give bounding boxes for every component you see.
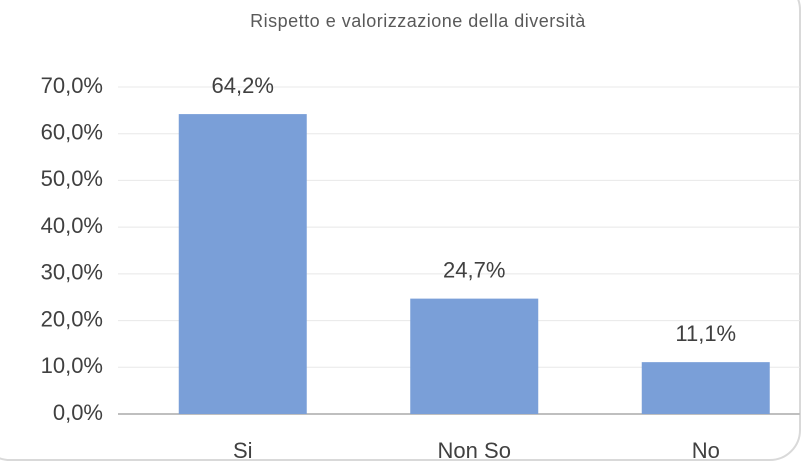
y-tick-label: 20,0% <box>41 306 103 331</box>
data-label: 11,1% <box>675 321 736 346</box>
bar <box>641 362 770 414</box>
data-label: 64,2% <box>212 73 274 98</box>
x-tick-label: Si <box>233 438 253 463</box>
y-tick-label: 60,0% <box>41 120 103 145</box>
x-tick-label: Non So <box>438 438 511 463</box>
y-tick-label: 70,0% <box>41 73 103 98</box>
y-tick-label: 30,0% <box>41 260 103 285</box>
bar <box>410 298 539 414</box>
y-tick-label: 10,0% <box>41 353 103 378</box>
x-tick-label: No <box>692 438 720 463</box>
chart-title: Rispetto e valorizzazione della diversit… <box>250 11 586 31</box>
y-tick-label: 0,0% <box>53 400 103 425</box>
data-label: 24,7% <box>443 257 505 282</box>
y-tick-label: 50,0% <box>41 166 103 191</box>
bar <box>178 114 307 414</box>
y-tick-label: 40,0% <box>41 213 103 238</box>
